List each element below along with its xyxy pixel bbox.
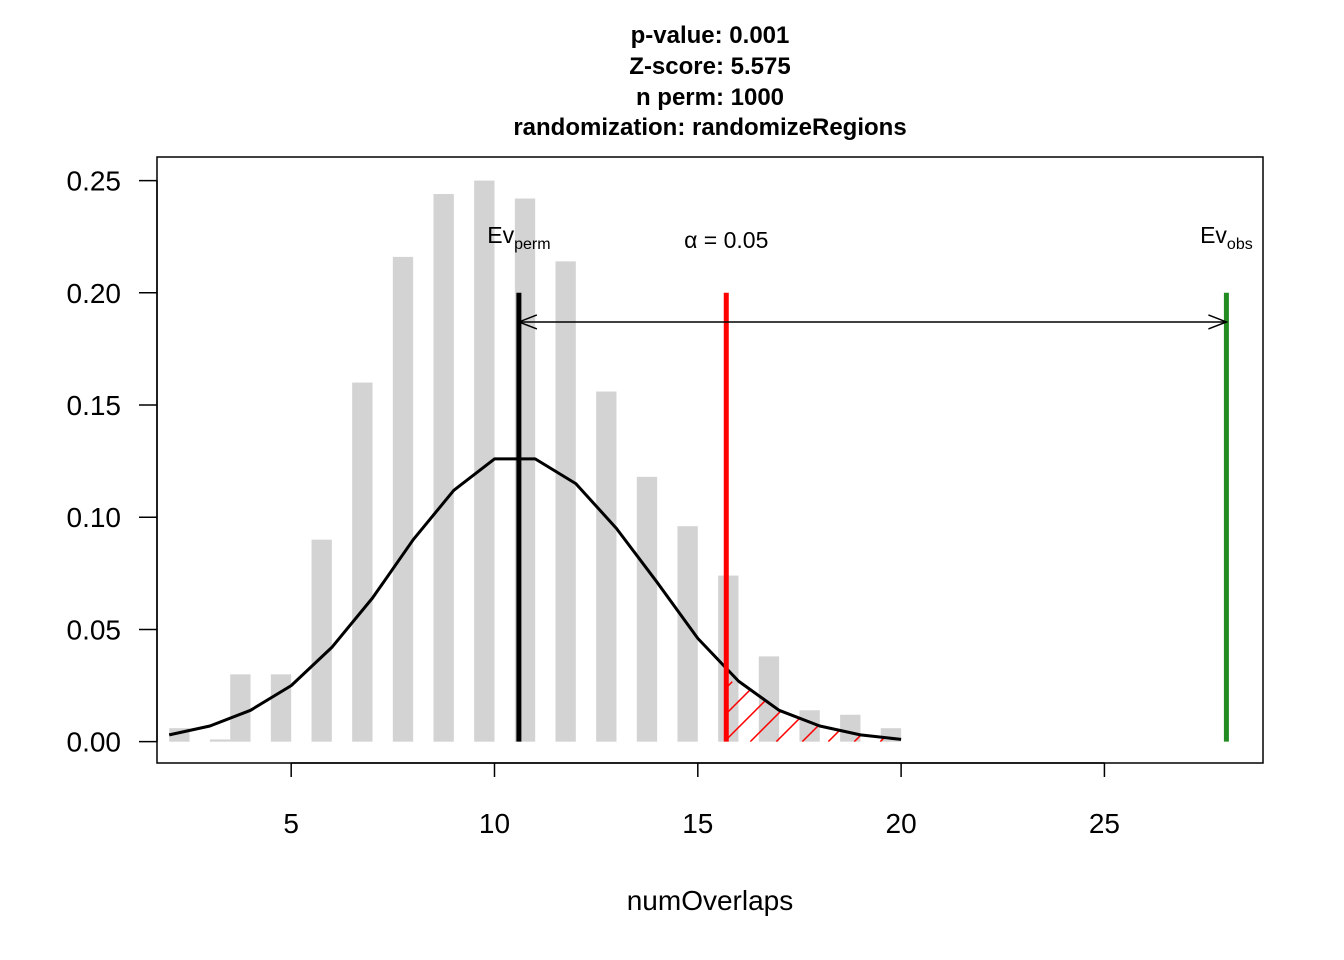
histogram-bar [474,180,495,742]
y-tick-label: 0.15 [67,390,122,421]
x-tick-label: 10 [479,808,510,839]
ev-obs-label: Evobs [1200,222,1253,253]
histogram-bar [636,476,658,742]
title-pvalue: p-value: 0.001 [631,22,790,49]
ev-perm-label-main: Ev [487,222,514,248]
histogram-bar [311,539,332,742]
histogram-bar [555,261,576,742]
histogram-bar [677,526,698,742]
x-axis: 5 10 15 20 25 [283,762,1120,839]
title-randomization: randomization: randomizeRegions [513,114,906,141]
histogram-bar [352,382,373,742]
histogram-bar [209,739,231,742]
y-tick-label: 0.05 [67,614,122,645]
chart-title: p-value: 0.001 Z-score: 5.575 n perm: 10… [513,22,906,141]
arrow-head-right [1208,314,1229,330]
y-tick-label: 0.20 [67,278,122,309]
histogram-bar [799,710,820,742]
x-tick-label: 20 [886,808,917,839]
y-tick-label: 0.10 [67,502,122,533]
x-tick-label: 5 [283,808,299,839]
ev-obs-label-main: Ev [1200,222,1227,248]
y-tick-label: 0.00 [67,727,122,758]
histogram-bar [758,656,780,742]
ev-obs-label-sub: obs [1227,236,1253,253]
arrow-head-left [516,314,538,330]
y-axis: 0.00 0.05 0.10 0.15 0.20 0.25 [67,166,158,758]
hatch-line [906,682,966,742]
x-tick-label: 25 [1089,808,1120,839]
histogram-bar [270,674,292,742]
ev-perm-label: Evperm [487,222,550,253]
histogram-bar [433,194,454,742]
histogram-bar [392,256,414,742]
density-curve [168,457,902,741]
alpha-label: α = 0.05 [684,227,768,253]
title-nperm: n perm: 1000 [636,84,784,111]
histogram-bar [230,674,251,742]
ev-perm-label-sub: perm [514,236,550,253]
histogram-bar [596,391,617,742]
title-zscore: Z-score: 5.575 [629,53,790,80]
y-tick-label: 0.25 [67,166,122,197]
distance-arrow [516,314,1229,330]
x-tick-label: 15 [682,808,713,839]
histogram-bars [169,180,902,742]
x-axis-label: numOverlaps [627,885,794,916]
